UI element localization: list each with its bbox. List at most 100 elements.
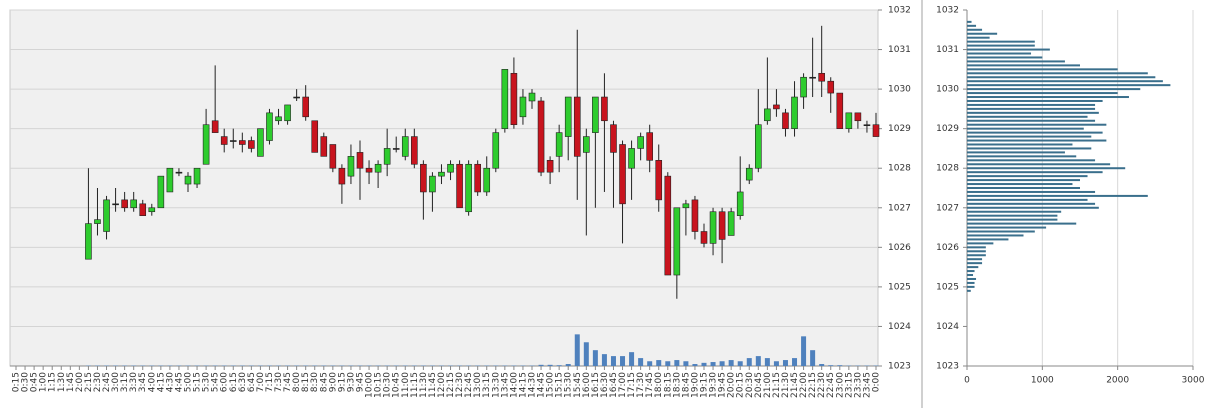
x-tick-label: 13:15 <box>482 372 492 398</box>
y-tick-label: 1027 <box>936 203 959 213</box>
volume-bar <box>755 356 761 366</box>
x-tick-label: 18:45 <box>681 372 691 398</box>
candle-body <box>528 92 536 102</box>
volume-bar <box>538 364 544 366</box>
profile-bar <box>967 198 1088 201</box>
profile-bar <box>967 218 1058 221</box>
profile-bar <box>967 36 990 39</box>
x-tick-label: 22:00 <box>799 372 809 398</box>
x-tick-label: 12:30 <box>455 372 465 398</box>
x-tick-label: 19:45 <box>718 372 728 398</box>
x-tick-label: 5:30 <box>202 372 212 392</box>
profile-bar <box>967 52 1032 55</box>
profile-bar <box>967 28 983 31</box>
x-tick-label: 23:30 <box>853 372 863 398</box>
x-tick-label: 23:15 <box>844 372 854 398</box>
x-tick-label: 10:30 <box>383 372 393 398</box>
profile-bar <box>967 163 1111 166</box>
x-tick-label: 2:00 <box>75 372 85 392</box>
candle-body <box>266 112 273 141</box>
profile-bar <box>967 60 1065 63</box>
volume-bar <box>583 342 589 366</box>
x-tick-label: 5:45 <box>211 372 221 392</box>
candle-body <box>483 167 491 193</box>
x-tick-label: 21:00 <box>763 372 773 398</box>
profile-bar <box>967 119 1096 122</box>
x-tick-label: 21:45 <box>790 372 800 398</box>
volume-bar <box>801 336 807 366</box>
x-tick-label: 6:15 <box>229 372 239 392</box>
profile-bar <box>967 143 1073 146</box>
candle-body <box>392 148 400 150</box>
volume-bar <box>701 362 707 366</box>
candle-body <box>537 100 545 173</box>
profile-bar <box>967 226 1047 229</box>
candle-body <box>85 223 92 260</box>
profile-bar <box>967 159 1096 162</box>
candle-body <box>365 167 373 173</box>
profile-bar <box>967 214 1058 217</box>
x-tick-label: 12:00 <box>437 372 447 398</box>
profile-bar <box>967 68 1118 71</box>
candle-body <box>601 96 608 122</box>
profile-bar <box>967 222 1077 225</box>
x-tick-label: 4:00 <box>147 372 157 392</box>
candle-body <box>800 76 807 98</box>
profile-bar <box>967 194 1148 197</box>
candle-body <box>121 199 128 209</box>
profile-bar <box>967 289 971 292</box>
candle-body <box>411 136 418 165</box>
x-tick-label: 9:15 <box>337 372 347 392</box>
x-tick-label: 22:45 <box>826 372 836 398</box>
profile-bar <box>967 99 1103 102</box>
x-tick-label: 1000 <box>1031 376 1054 386</box>
candle-body <box>700 231 708 244</box>
x-tick-label: 3:15 <box>120 372 130 392</box>
candle-body <box>836 92 844 129</box>
y-tick-label: 1025 <box>936 282 959 292</box>
profile-bar <box>967 234 1024 237</box>
candle-body <box>229 140 237 142</box>
candle-body <box>854 112 862 122</box>
volume-bar <box>610 356 616 366</box>
x-tick-label: 6:00 <box>220 372 230 392</box>
x-tick-label: 6:30 <box>238 372 248 392</box>
candle-body <box>148 207 156 213</box>
profile-bar <box>967 96 1129 99</box>
profile-bar <box>967 285 975 288</box>
x-tick-label: 10:00 <box>365 372 375 398</box>
x-tick-label: 20:30 <box>745 372 755 398</box>
candle-body <box>818 72 825 82</box>
profile-bar <box>967 32 998 35</box>
x-tick-label: 4:30 <box>165 372 175 392</box>
candle-body <box>184 175 192 185</box>
profile-bar <box>967 187 1080 189</box>
profile-bar <box>967 111 1099 114</box>
profile-bar <box>967 167 1126 170</box>
x-tick-label: 2:45 <box>102 372 112 392</box>
candle-body <box>284 104 291 122</box>
volume-bar <box>810 350 816 366</box>
candle-body <box>329 144 337 169</box>
x-tick-label: 11:45 <box>428 372 438 398</box>
candle-body <box>727 211 735 236</box>
candle-body <box>573 96 581 157</box>
candle-body <box>130 199 137 209</box>
x-tick-label: 0:45 <box>30 372 40 392</box>
x-tick-label: 13:45 <box>500 372 510 398</box>
y-tick-label: 1029 <box>888 124 911 134</box>
volume-bar <box>837 365 843 366</box>
x-tick-label: 3000 <box>1182 376 1205 386</box>
candle-body <box>691 199 699 232</box>
volume-bar <box>665 361 671 366</box>
x-tick-label: 20:15 <box>736 372 746 398</box>
x-tick-label: 17:00 <box>618 372 628 398</box>
candle-body <box>420 163 427 193</box>
candle-body <box>302 96 309 118</box>
y-tick-label: 1023 <box>936 362 959 372</box>
candle-body <box>845 112 853 129</box>
profile-bar <box>967 175 1088 178</box>
candle-body <box>220 136 228 145</box>
candle-body <box>619 144 626 205</box>
profile-bar <box>967 139 1107 142</box>
